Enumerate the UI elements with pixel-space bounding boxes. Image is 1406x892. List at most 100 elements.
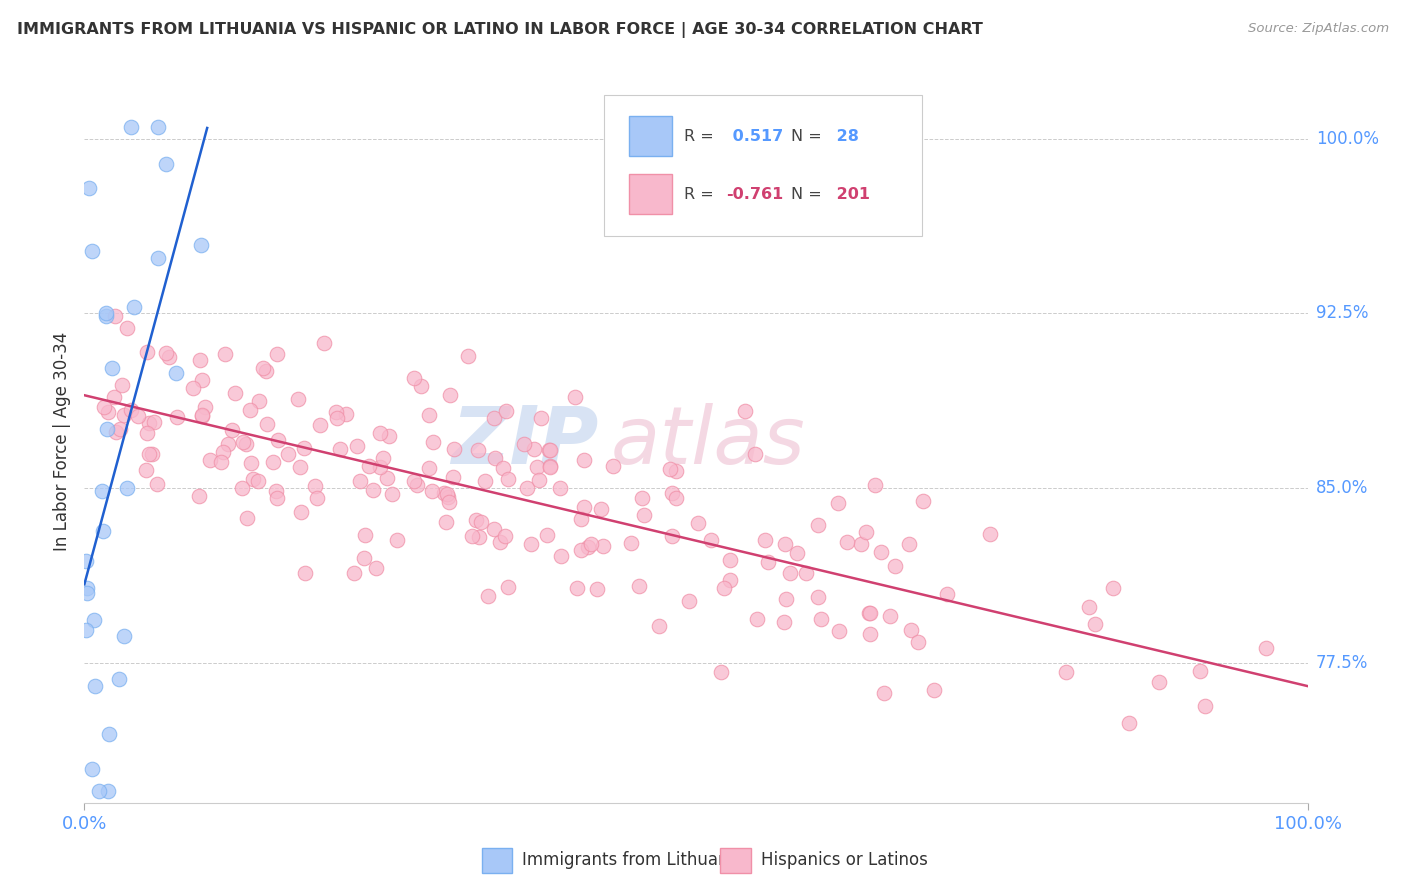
- Point: [105, 425, 128, 439]
- Point: [75, 624, 97, 638]
- Point: [266, 434, 288, 448]
- Point: [484, 450, 506, 465]
- Point: [357, 458, 380, 473]
- Point: [665, 464, 688, 478]
- Point: [108, 421, 131, 435]
- Point: [470, 515, 492, 529]
- Point: [287, 392, 309, 406]
- Point: [190, 374, 212, 388]
- Point: [127, 409, 149, 423]
- Point: [104, 309, 127, 323]
- Text: 0.517: 0.517: [727, 129, 783, 145]
- Point: [1147, 675, 1170, 690]
- Point: [433, 486, 456, 500]
- Point: [443, 442, 465, 457]
- Point: [76, 586, 98, 600]
- Point: [80, 244, 103, 259]
- Point: [773, 615, 796, 630]
- Text: atlas: atlas: [610, 402, 806, 481]
- Point: [627, 579, 650, 593]
- Point: [157, 351, 180, 365]
- Point: [754, 533, 776, 548]
- Point: [437, 495, 460, 509]
- Point: [304, 479, 326, 493]
- Point: [103, 390, 125, 404]
- Point: [538, 460, 561, 475]
- Point: [620, 536, 643, 550]
- Point: [141, 446, 163, 460]
- Point: [530, 411, 553, 425]
- Point: [648, 618, 671, 632]
- Point: [474, 475, 496, 489]
- Point: [368, 425, 391, 440]
- Point: [247, 394, 270, 409]
- Point: [368, 459, 391, 474]
- Point: [585, 582, 607, 596]
- Point: [498, 580, 520, 594]
- Point: [211, 444, 233, 458]
- Point: [779, 566, 801, 580]
- Point: [96, 422, 118, 436]
- Text: 100.0%: 100.0%: [1316, 129, 1379, 147]
- Point: [870, 545, 893, 559]
- Point: [468, 530, 491, 544]
- Point: [538, 443, 561, 458]
- Point: [115, 481, 138, 495]
- Point: [529, 473, 551, 487]
- Point: [858, 606, 880, 620]
- Point: [120, 402, 142, 417]
- Point: [935, 587, 957, 601]
- Point: [457, 349, 479, 363]
- Point: [488, 535, 510, 549]
- Point: [97, 727, 120, 741]
- Point: [146, 252, 169, 266]
- Point: [135, 345, 157, 359]
- Point: [122, 300, 145, 314]
- Point: [879, 609, 901, 624]
- Point: [418, 460, 440, 475]
- Point: [232, 435, 254, 450]
- Point: [883, 559, 905, 574]
- Point: [979, 527, 1001, 541]
- Point: [794, 566, 817, 580]
- Text: R =: R =: [683, 187, 718, 202]
- Point: [912, 494, 935, 508]
- Point: [120, 120, 142, 134]
- Point: [548, 481, 571, 495]
- Point: [744, 447, 766, 461]
- Point: [665, 491, 688, 506]
- Point: [224, 386, 246, 401]
- Point: [565, 581, 588, 595]
- Text: N =: N =: [792, 129, 827, 145]
- Point: [897, 537, 920, 551]
- Text: R =: R =: [683, 129, 718, 145]
- Point: [256, 417, 278, 432]
- Point: [353, 550, 375, 565]
- Point: [136, 425, 159, 440]
- Text: 77.5%: 77.5%: [1316, 654, 1368, 672]
- Point: [292, 441, 315, 455]
- FancyBboxPatch shape: [482, 847, 513, 873]
- Point: [572, 452, 595, 467]
- Point: [807, 591, 830, 605]
- Point: [418, 408, 440, 422]
- Point: [661, 486, 683, 500]
- Point: [378, 429, 401, 443]
- Point: [76, 581, 98, 595]
- Point: [1077, 600, 1099, 615]
- Point: [922, 682, 945, 697]
- Point: [343, 566, 366, 580]
- Point: [87, 784, 110, 798]
- Point: [155, 157, 177, 171]
- Point: [294, 566, 316, 580]
- Point: [526, 459, 548, 474]
- Point: [190, 238, 212, 252]
- Point: [1256, 640, 1278, 655]
- Point: [1118, 716, 1140, 731]
- Text: 28: 28: [831, 129, 859, 145]
- Point: [550, 549, 572, 563]
- Point: [406, 478, 429, 492]
- Text: 92.5%: 92.5%: [1316, 304, 1368, 322]
- Point: [873, 686, 896, 700]
- Point: [494, 529, 516, 543]
